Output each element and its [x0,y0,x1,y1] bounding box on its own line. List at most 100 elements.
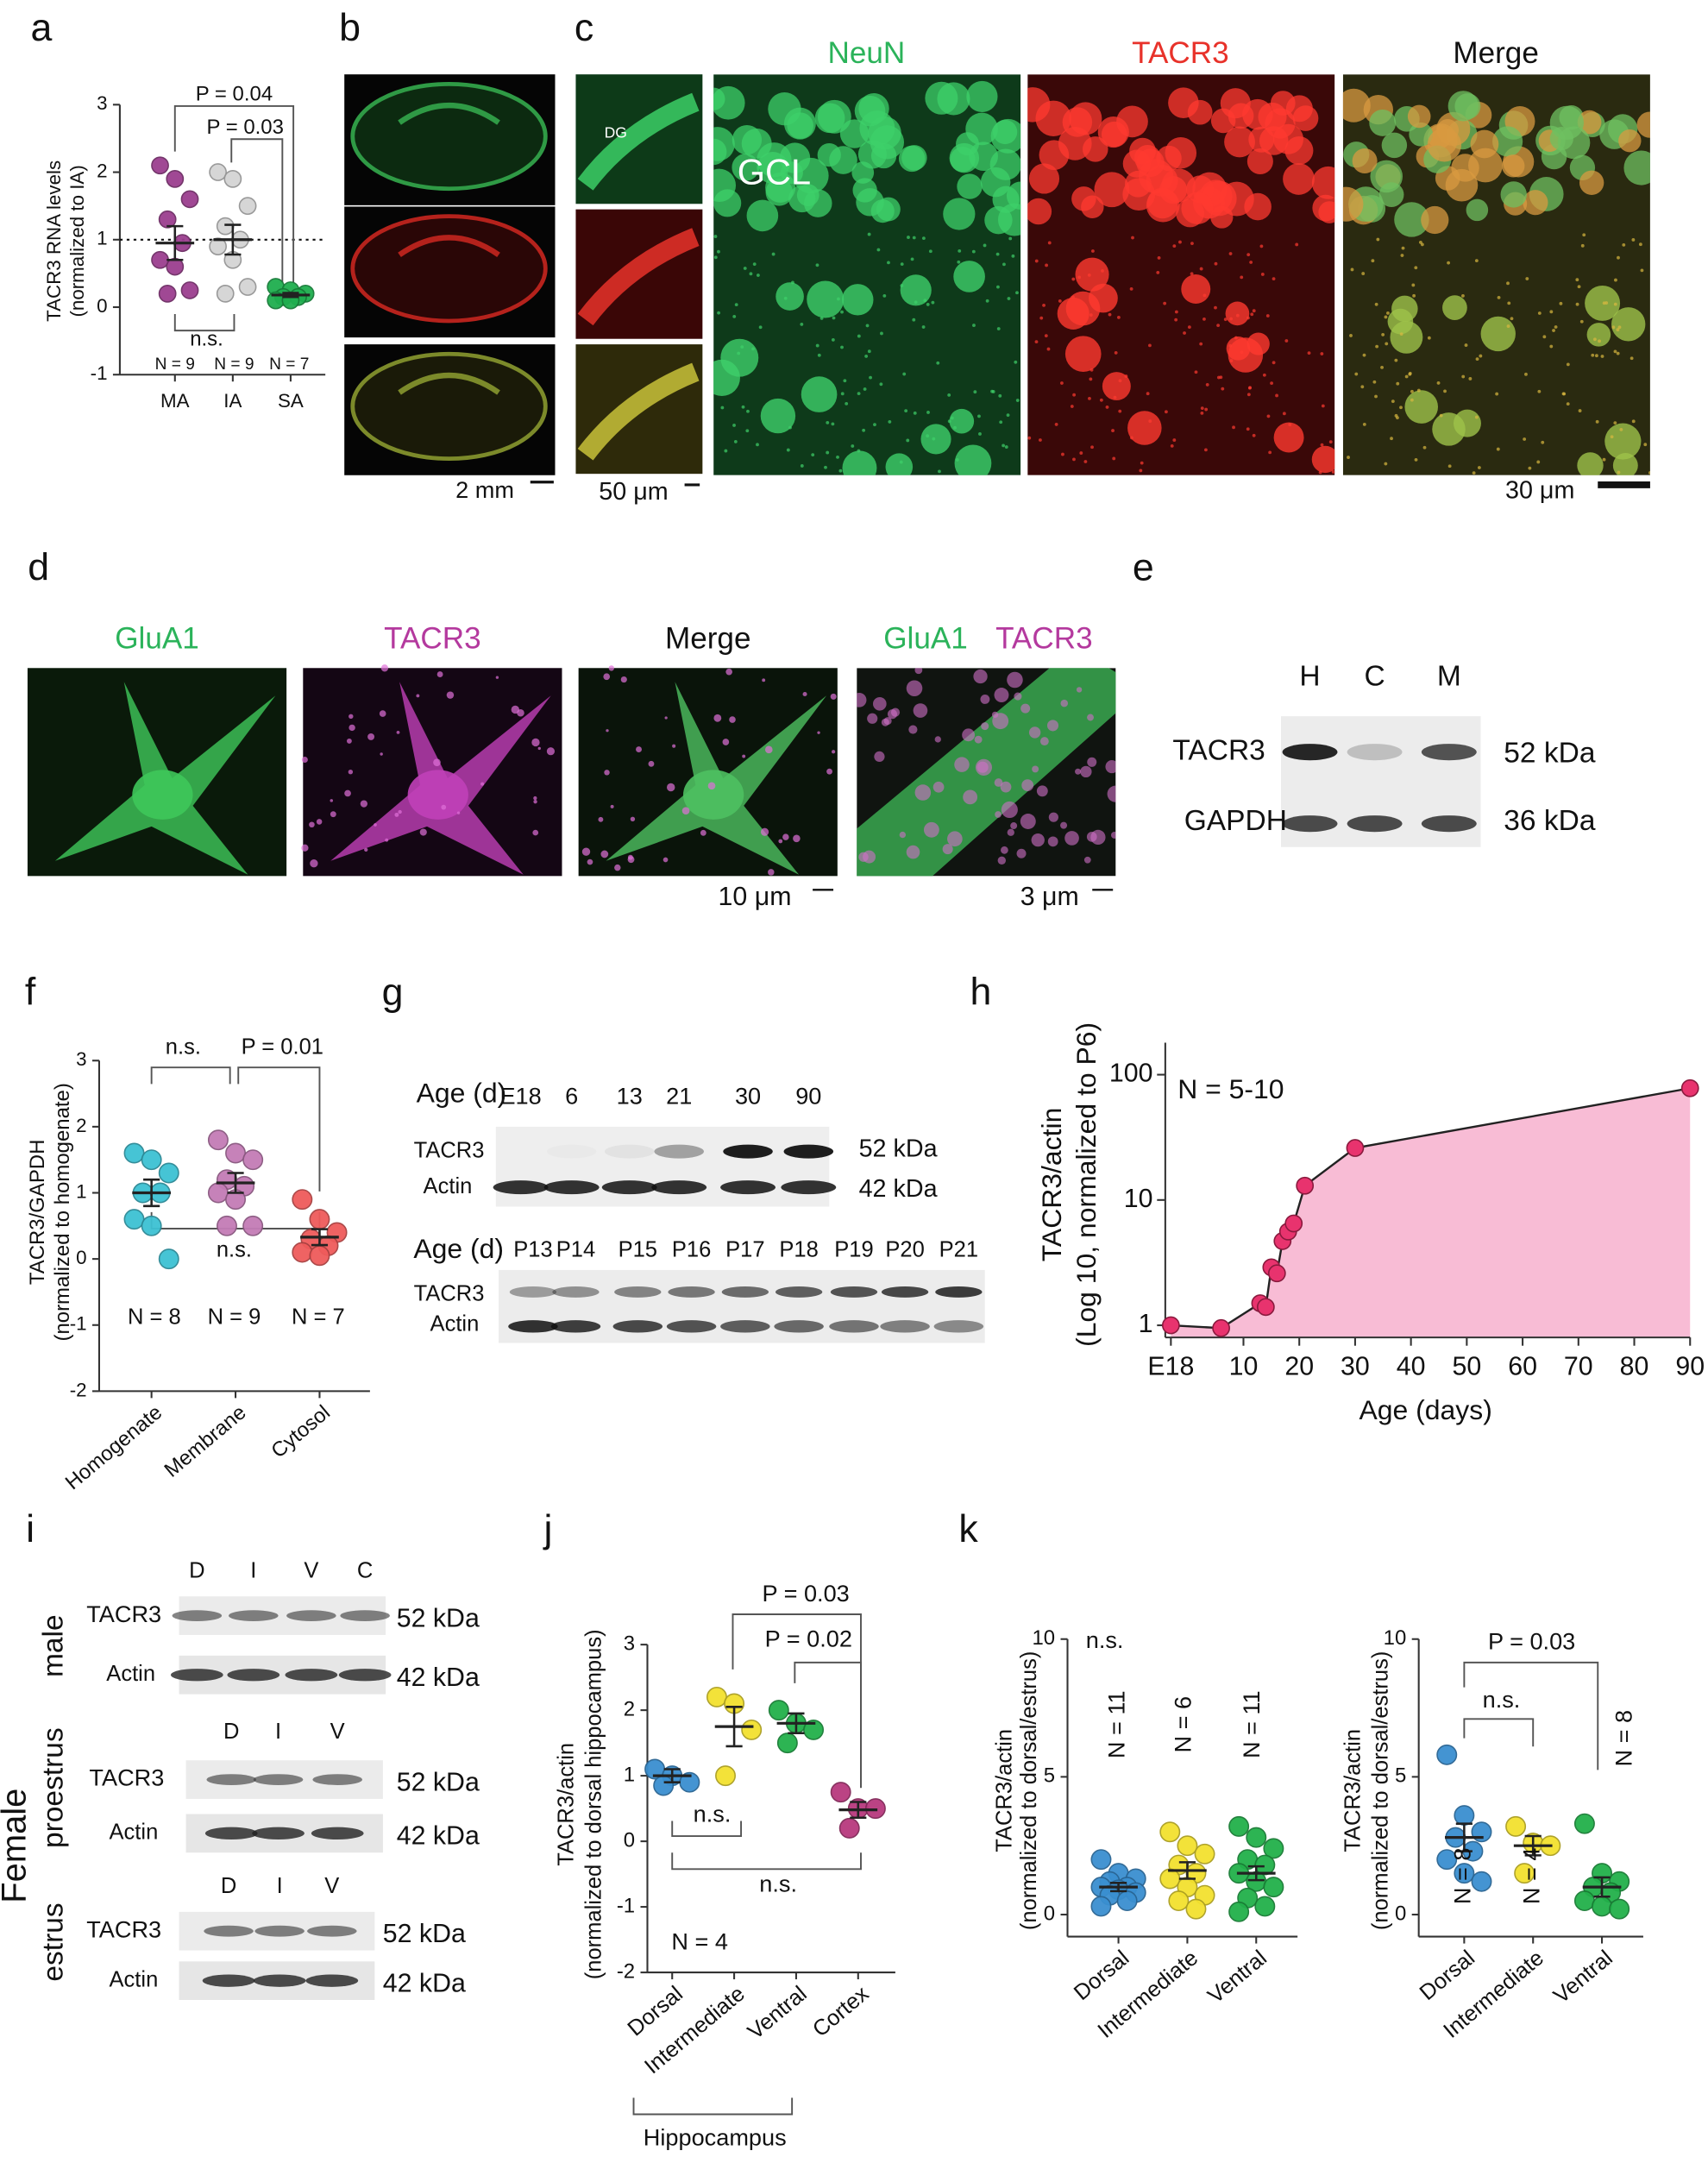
puncta [879,382,883,387]
puncta [867,713,878,724]
puncta [1350,267,1354,272]
puncta [1593,337,1597,342]
cell [804,189,832,217]
puncta [921,325,926,329]
puncta [1610,435,1614,439]
label: P13 [513,1237,552,1261]
puncta [1631,419,1636,424]
puncta [1349,334,1353,337]
band [651,1180,707,1195]
dot [1228,1815,1250,1837]
y-axis-label: TACR3/GAPDH [26,1140,49,1285]
puncta [994,688,1009,702]
puncta [1386,311,1390,315]
puncta [1575,302,1579,306]
puncta [1362,353,1366,357]
puncta [1205,383,1209,387]
y-axis-label: TACR3/actin [555,1743,579,1866]
puncta [800,322,804,326]
cell [1064,336,1102,372]
dentate-gyrus [577,362,700,461]
band [1282,815,1338,833]
x-tick-label: 50 [1452,1352,1481,1380]
puncta [1235,313,1240,318]
cell [1442,295,1467,320]
dot [653,1775,675,1796]
annotation: n.s. [759,1871,797,1897]
puncta [1061,452,1064,456]
x-axis-label: Age (days) [1359,1394,1491,1425]
y-tick-label: 1 [97,228,107,249]
puncta [1200,406,1204,411]
cell [614,864,621,871]
point [1284,1214,1303,1233]
hippocampus [398,372,500,395]
annotation: P = 0.04 [196,82,273,105]
cell [630,816,636,822]
puncta [1139,469,1143,473]
label: P14 [556,1237,595,1261]
puncta [815,343,819,348]
puncta [1475,357,1479,362]
puncta [1072,393,1077,397]
puncta [1157,256,1161,260]
puncta [1360,385,1365,389]
cell [768,869,775,876]
puncta [1047,241,1052,245]
puncta [1436,380,1441,385]
x-tick-label: 90 [1675,1352,1705,1380]
annotation: P = 0.03 [207,116,284,139]
dot [715,1765,736,1787]
puncta [1105,760,1116,774]
puncta [1295,242,1299,247]
label: P19 [834,1237,873,1261]
puncta [1537,311,1542,315]
cell [598,816,604,822]
point [1267,1264,1286,1283]
puncta [1101,269,1104,273]
puncta [831,338,835,342]
dot [1177,1835,1198,1857]
puncta [1060,381,1064,385]
puncta [1072,457,1076,462]
puncta [752,262,757,267]
puncta [947,831,963,847]
cell [517,708,524,717]
puncta [906,845,920,859]
puncta [913,703,928,718]
y-tick-label: 10 [1032,1626,1055,1650]
panel-letter: e [1133,547,1154,589]
puncta [1479,354,1483,358]
cell [604,770,610,776]
band [880,1320,930,1333]
puncta [931,300,935,305]
annotation: P = 0.01 [242,1035,323,1060]
puncta [1216,324,1221,328]
dot [768,1700,789,1721]
puncta [926,434,930,438]
puncta [1174,318,1178,322]
puncta [743,267,747,270]
dot [217,1215,237,1236]
bracket [1463,1661,1599,1770]
cell [997,203,1021,236]
cell [832,750,836,754]
cell [876,197,901,222]
cell [416,694,420,698]
puncta [1542,335,1547,339]
panel-letter: a [30,7,52,49]
dot [1454,1863,1475,1884]
band [781,1180,837,1195]
cell [729,716,736,723]
puncta [912,236,916,240]
puncta [1630,356,1634,361]
puncta [737,351,741,355]
cell [807,280,845,318]
puncta [1219,375,1223,380]
x-tick-label: 60 [1508,1352,1537,1380]
band [285,1669,338,1682]
cell [980,167,1011,198]
puncta [732,314,737,318]
label: TACR3 [86,1600,161,1627]
puncta [1089,368,1094,372]
